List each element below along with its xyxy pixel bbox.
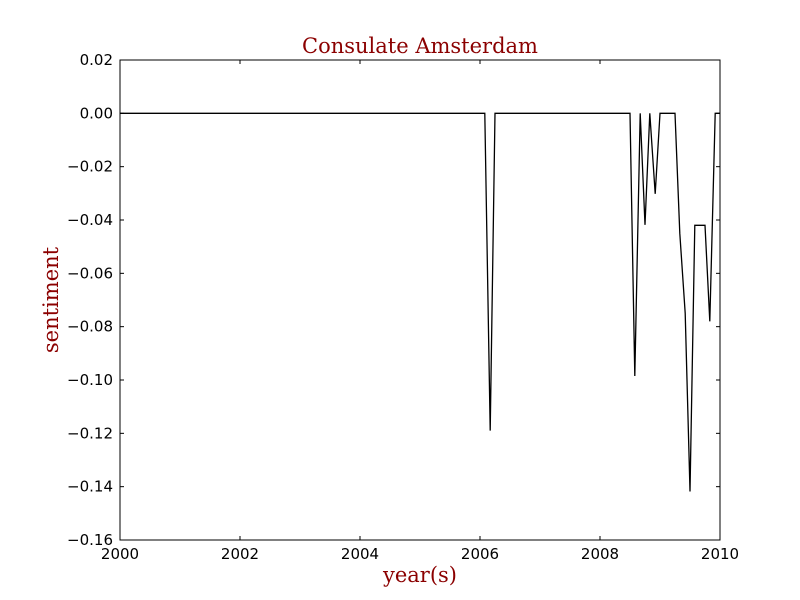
data-layer xyxy=(120,112,720,492)
tick-layer: 2000 2002 2004 2006 2008 2010 0.02 0.00 −0.02 −0.… xyxy=(67,51,739,563)
x-axis-label: year(s) xyxy=(382,563,457,587)
y-tick-label: 0.02 xyxy=(80,51,113,69)
x-tick-label: 2008 xyxy=(581,545,619,563)
x-tick-label: 2002 xyxy=(221,545,259,563)
y-tick-label: −0.14 xyxy=(67,478,113,496)
y-tick-label: −0.08 xyxy=(67,318,113,336)
x-tick-label: 2006 xyxy=(461,545,499,563)
x-tick-label: 2000 xyxy=(101,545,139,563)
y-tick-label: −0.02 xyxy=(67,158,113,176)
y-tick-label: −0.06 xyxy=(67,264,113,282)
y-tick-label: −0.12 xyxy=(67,424,113,442)
series-line-0 xyxy=(120,112,720,492)
y-tick-label: −0.16 xyxy=(67,531,113,549)
x-tick-label: 2004 xyxy=(341,545,379,563)
x-tick-label: 2010 xyxy=(701,545,739,563)
plot-frame xyxy=(119,59,721,541)
y-axis-label: sentiment xyxy=(39,246,63,353)
y-tick-label: −0.10 xyxy=(67,371,113,389)
y-tick-label: −0.04 xyxy=(67,211,113,229)
chart-title: Consulate Amsterdam xyxy=(302,34,538,58)
y-tick-label: 0.00 xyxy=(80,104,113,122)
plot-area xyxy=(120,60,720,540)
